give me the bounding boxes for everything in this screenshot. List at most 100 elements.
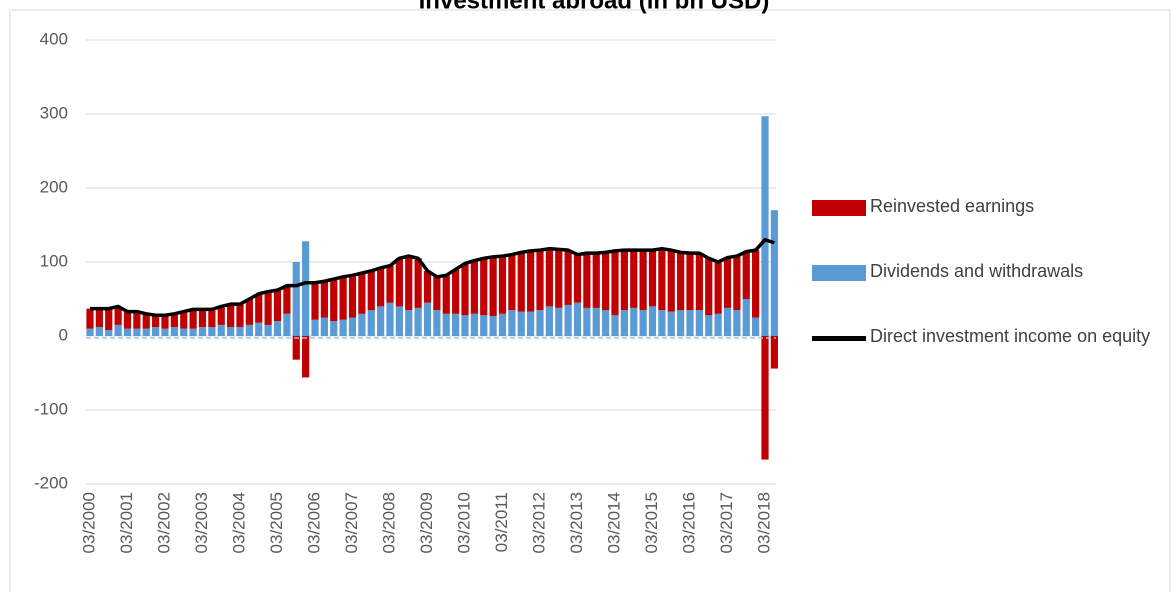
bar <box>686 253 694 311</box>
legend-swatch <box>812 265 866 281</box>
legend-label: Reinvested earnings <box>870 196 1035 216</box>
y-tick-label: -100 <box>34 399 68 418</box>
x-tick-label: 03/2005 <box>267 492 286 553</box>
bar <box>489 256 497 317</box>
bar <box>452 313 460 336</box>
bar <box>283 313 291 336</box>
legend-item: Direct investment income on equity <box>812 326 1162 351</box>
x-tick-label: 03/2002 <box>154 492 173 553</box>
bar <box>630 307 638 336</box>
bar <box>583 307 591 336</box>
bar <box>527 250 535 312</box>
bar <box>733 256 741 311</box>
bar <box>339 276 347 320</box>
bar <box>142 328 150 336</box>
bar <box>705 315 713 336</box>
bar <box>527 311 535 336</box>
bar <box>255 322 263 336</box>
bar <box>414 307 422 336</box>
line <box>90 238 775 318</box>
x-tick-label: 03/2000 <box>79 492 98 553</box>
bar <box>442 275 450 314</box>
bar <box>152 315 160 328</box>
bar <box>517 311 525 336</box>
bar <box>442 313 450 336</box>
bar <box>742 299 750 336</box>
bar <box>620 310 628 336</box>
bar <box>602 252 610 311</box>
bar <box>198 327 207 336</box>
bar <box>470 313 478 336</box>
bar <box>123 311 132 329</box>
x-tick-label: 03/2010 <box>454 492 473 553</box>
bar <box>95 327 103 336</box>
bar <box>461 315 469 336</box>
bar <box>302 336 310 378</box>
bar <box>714 262 722 314</box>
legend-swatch <box>812 336 866 341</box>
legend-item: Dividends and withdrawals <box>812 261 1162 286</box>
bar <box>292 262 300 336</box>
bar <box>161 315 169 329</box>
bar <box>217 306 225 325</box>
bar <box>302 241 310 336</box>
bar <box>311 282 319 320</box>
x-tick-label: 03/2017 <box>717 492 736 553</box>
bar <box>536 250 544 311</box>
bar <box>377 267 385 307</box>
bar <box>555 249 563 308</box>
x-tick-label: 03/2018 <box>754 492 773 553</box>
x-tick-label: 03/2001 <box>117 492 136 553</box>
bar <box>114 306 122 325</box>
bar <box>198 309 207 328</box>
bar <box>667 311 675 336</box>
y-tick-label: 400 <box>40 29 68 48</box>
y-tick-label: 0 <box>59 325 68 344</box>
bar <box>452 269 460 314</box>
legend-item: Reinvested earnings <box>812 196 1162 221</box>
x-tick-label: 03/2009 <box>417 492 436 553</box>
bar <box>405 310 413 336</box>
bar <box>395 258 403 307</box>
bar <box>386 265 394 303</box>
x-tick-label: 03/2007 <box>342 492 361 553</box>
bar <box>545 306 553 336</box>
bar <box>480 315 488 336</box>
y-tick-label: -200 <box>34 473 68 492</box>
bar <box>236 327 244 336</box>
bar <box>423 302 432 336</box>
bar <box>245 324 253 336</box>
bar <box>536 310 544 336</box>
bar <box>86 328 94 336</box>
bar <box>667 250 675 312</box>
bar <box>723 257 732 308</box>
bar <box>189 328 197 336</box>
bar <box>348 275 357 318</box>
bar <box>752 250 760 318</box>
bar <box>367 310 375 336</box>
x-tick-label: 03/2015 <box>642 492 661 553</box>
x-tick-label: 03/2004 <box>229 492 248 553</box>
bar <box>264 324 272 336</box>
bar <box>611 315 619 336</box>
bar <box>498 256 507 314</box>
bar <box>386 302 394 336</box>
x-tick-label: 03/2006 <box>304 492 323 553</box>
bar <box>433 310 441 336</box>
bar <box>152 327 160 336</box>
bar <box>695 253 703 311</box>
y-tick-label: 300 <box>40 103 68 122</box>
bar <box>217 324 225 336</box>
x-tick-label: 03/2016 <box>679 492 698 553</box>
legend-label: Direct investment income on equity <box>870 326 1151 346</box>
legend: Reinvested earnings Dividends and withdra… <box>812 196 1162 391</box>
bar <box>320 281 328 318</box>
bar <box>105 330 113 336</box>
bar <box>273 321 282 336</box>
bar <box>648 250 657 307</box>
bar <box>264 291 272 325</box>
bar <box>770 210 778 336</box>
bar <box>142 313 150 329</box>
bar <box>273 290 282 322</box>
